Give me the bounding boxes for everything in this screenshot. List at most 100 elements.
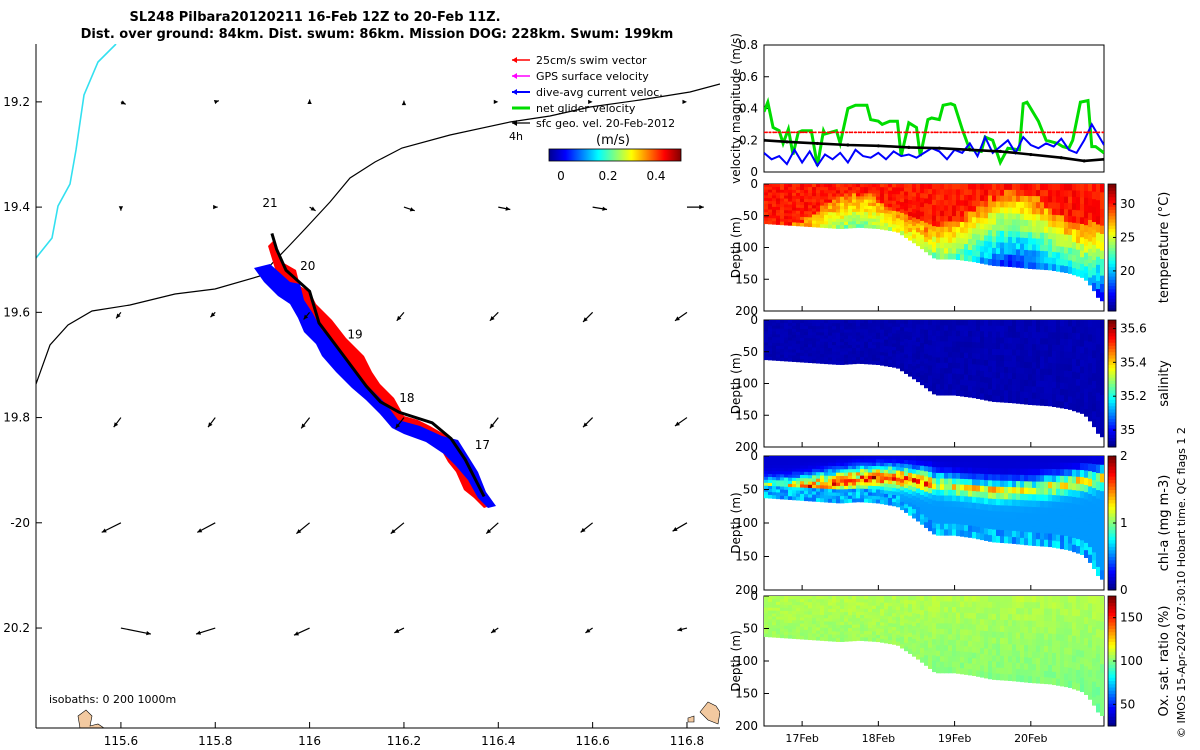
profile-cell bbox=[840, 323, 845, 327]
profile-cell bbox=[824, 624, 829, 629]
profile-cell bbox=[992, 201, 997, 208]
profile-cell bbox=[1088, 463, 1093, 472]
profile-cell bbox=[1080, 237, 1085, 245]
profile-cell bbox=[1036, 244, 1041, 252]
profile-cell bbox=[780, 468, 785, 472]
profile-cell bbox=[976, 251, 981, 258]
profile-cell bbox=[908, 620, 913, 626]
profile-cell bbox=[884, 490, 889, 495]
profile-cell bbox=[784, 477, 789, 482]
profile-cell bbox=[804, 350, 809, 354]
profile-cell bbox=[768, 456, 773, 460]
profile-cell bbox=[952, 325, 957, 332]
profile-cell bbox=[1020, 608, 1025, 615]
profile-cell bbox=[832, 360, 837, 365]
profile-cell bbox=[1088, 241, 1093, 250]
profile-cell bbox=[988, 247, 993, 254]
profile-cell bbox=[908, 489, 913, 495]
profile-cell bbox=[908, 506, 913, 512]
profile-cell bbox=[788, 337, 793, 342]
profile-cell bbox=[888, 473, 893, 478]
profile-cell bbox=[952, 253, 957, 260]
geo-vector-head bbox=[213, 204, 218, 210]
profile-cell bbox=[908, 184, 913, 189]
profile-cell bbox=[828, 488, 833, 493]
profile-cell bbox=[1080, 346, 1085, 354]
profile-cell bbox=[820, 482, 825, 486]
profile-cell bbox=[952, 346, 957, 353]
profile-cell bbox=[980, 456, 985, 463]
profile-cell bbox=[972, 479, 977, 486]
profile-cell bbox=[800, 195, 805, 200]
profile-cell bbox=[864, 596, 869, 600]
profile-cell bbox=[940, 461, 945, 468]
profile-cell bbox=[852, 596, 857, 600]
profile-cell bbox=[1004, 511, 1009, 519]
profile-cell bbox=[800, 626, 805, 631]
profile-cell bbox=[900, 618, 905, 623]
profile-cell bbox=[1092, 222, 1097, 231]
profile-cell bbox=[872, 612, 877, 616]
profile-cell bbox=[888, 333, 893, 338]
profile-cell bbox=[900, 334, 905, 339]
profile-cell bbox=[872, 605, 877, 610]
profile-cell bbox=[884, 349, 889, 354]
profile-cell bbox=[836, 209, 841, 214]
profile-cell bbox=[1032, 494, 1037, 502]
velocity-geo-dot bbox=[1102, 157, 1104, 161]
profile-cell bbox=[792, 480, 797, 485]
profile-cell bbox=[992, 218, 997, 226]
profile-cell bbox=[848, 196, 853, 201]
profile-cell bbox=[1000, 596, 1005, 603]
profile-cell bbox=[904, 484, 909, 489]
profile-cell bbox=[928, 601, 933, 607]
profile-cell bbox=[1068, 469, 1073, 477]
profile-cell bbox=[920, 343, 925, 349]
velocity-swim-dot bbox=[997, 131, 1000, 134]
profile-cell bbox=[852, 618, 857, 623]
profile-cell bbox=[768, 607, 773, 612]
profile-cell bbox=[816, 223, 821, 228]
profile-cell bbox=[820, 596, 825, 600]
profile-cell bbox=[828, 615, 833, 619]
profile-cell bbox=[1048, 320, 1053, 327]
profile-cell bbox=[768, 345, 773, 350]
profile-cell bbox=[792, 322, 797, 327]
profile-cell bbox=[972, 256, 977, 263]
profile-cell bbox=[1004, 195, 1009, 203]
profile-cell bbox=[1096, 336, 1101, 345]
profile-cell bbox=[972, 473, 977, 480]
profile-cell bbox=[1020, 391, 1025, 399]
profile-cell bbox=[912, 604, 917, 610]
profile-cell bbox=[932, 456, 937, 463]
velocity-swim-dot bbox=[973, 131, 976, 134]
profile-cell bbox=[1096, 392, 1101, 402]
profile-cell bbox=[956, 651, 961, 658]
profile-cell bbox=[972, 342, 977, 349]
geo-vector-head bbox=[396, 315, 402, 321]
profile-cell bbox=[1088, 399, 1093, 407]
profile-cell bbox=[1004, 378, 1009, 386]
profile-cell bbox=[816, 459, 821, 464]
profile-cell bbox=[980, 376, 985, 383]
profile-cell bbox=[908, 224, 913, 229]
profile-cell bbox=[912, 209, 917, 214]
profile-cell bbox=[828, 323, 833, 327]
profile-cell bbox=[840, 625, 845, 630]
profile-cell bbox=[880, 472, 885, 477]
profile-cell bbox=[940, 320, 945, 326]
profile-cell bbox=[948, 523, 953, 531]
profile-cell bbox=[1052, 326, 1057, 333]
profile-cell bbox=[776, 459, 781, 463]
profile-cell bbox=[764, 607, 769, 612]
profile-cell bbox=[768, 619, 773, 623]
profile-cell bbox=[1000, 184, 1005, 191]
profile-cell bbox=[772, 340, 777, 344]
profile-cell bbox=[876, 466, 881, 470]
profile-cell bbox=[1036, 456, 1041, 463]
profile-cell bbox=[784, 352, 789, 356]
profile-cell bbox=[776, 495, 781, 500]
profile-cell bbox=[824, 634, 829, 638]
profile-cell bbox=[892, 620, 897, 625]
